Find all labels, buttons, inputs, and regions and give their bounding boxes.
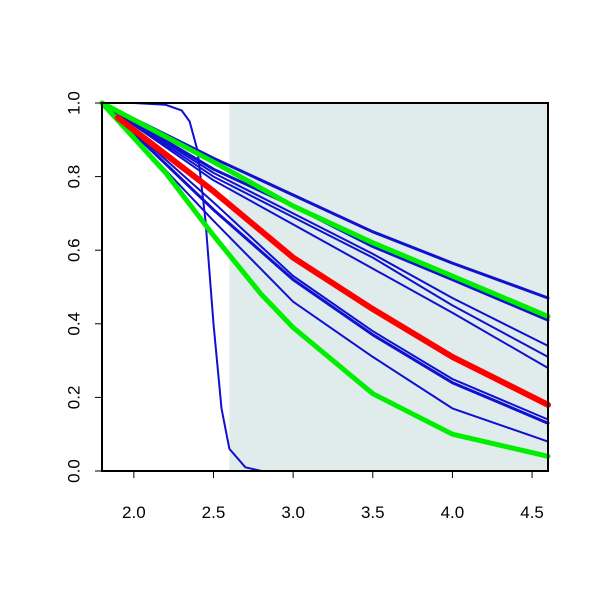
series-line-6 — [101, 102, 549, 369]
series-line-2 — [100, 101, 550, 300]
y-tick-label: 1.0 — [65, 91, 84, 115]
y-tick-label: 0.2 — [65, 386, 84, 410]
x-tick-label: 4.0 — [441, 503, 465, 522]
y-tick-label: 0.8 — [65, 165, 84, 189]
series-line-9 — [101, 102, 549, 443]
y-axis: 0.0 0.2 0.4 0.6 0.8 1.0 — [65, 91, 102, 483]
series-line-1 — [101, 102, 549, 472]
series-line-7 — [101, 102, 549, 421]
series-line-5 — [101, 102, 549, 358]
series-line-12 — [114, 114, 551, 408]
series-line-8 — [100, 101, 550, 425]
x-tick-label: 2.5 — [202, 503, 226, 522]
series-layer — [99, 100, 551, 472]
y-tick-label: 0.4 — [65, 312, 84, 336]
x-tick-label: 4.5 — [520, 503, 544, 522]
x-tick-label: 3.0 — [281, 503, 305, 522]
series-line-10 — [99, 100, 551, 319]
x-tick-label: 3.5 — [361, 503, 385, 522]
shaded-region — [229, 103, 548, 471]
x-axis: 2.0 2.5 3.0 3.5 4.0 4.5 — [122, 471, 544, 522]
y-tick-label: 0.0 — [65, 459, 84, 483]
plot-frame — [101, 102, 549, 472]
y-tick-label: 0.6 — [65, 238, 84, 262]
series-line-4 — [101, 102, 549, 347]
series-line-11 — [99, 100, 551, 459]
x-tick-label: 2.0 — [122, 503, 146, 522]
